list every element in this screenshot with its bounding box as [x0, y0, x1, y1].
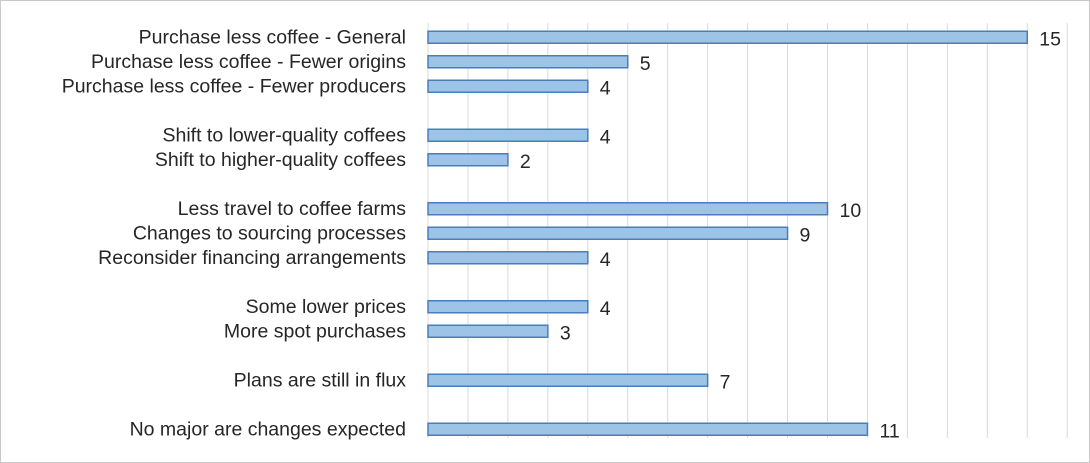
data-label: 5	[640, 53, 651, 75]
category-label: Changes to sourcing processes	[133, 222, 406, 244]
data-label: 7	[720, 371, 731, 393]
value-labels: 15 5 4 4 2 10 9 4 4 3 7 11	[520, 28, 1061, 442]
data-label: 15	[1039, 28, 1061, 50]
category-label: Purchase less coffee - Fewer producers	[62, 75, 407, 97]
category-label: Shift to higher-quality coffees	[155, 149, 406, 171]
data-label: 11	[879, 420, 899, 442]
bar	[427, 226, 789, 240]
category-label: Plans are still in flux	[234, 369, 407, 391]
data-label: 4	[600, 298, 611, 320]
bar	[427, 251, 589, 265]
bar	[427, 153, 509, 167]
bar	[427, 202, 829, 216]
category-label: Less travel to coffee farms	[178, 198, 407, 220]
data-label: 10	[840, 200, 862, 222]
bar	[427, 422, 869, 436]
bar	[427, 55, 629, 69]
data-label: 2	[520, 151, 531, 173]
data-label: 4	[600, 77, 611, 99]
category-label: Reconsider financing arrangements	[98, 247, 406, 269]
data-label: 4	[600, 126, 611, 148]
bar	[427, 324, 549, 338]
category-label: More spot purchases	[224, 320, 406, 342]
category-labels: Purchase less coffee - General Purchase l…	[62, 26, 407, 440]
bar	[427, 373, 709, 387]
category-label: Shift to lower-quality coffees	[162, 124, 406, 146]
bars	[427, 30, 1028, 436]
category-label: Some lower prices	[246, 296, 407, 318]
bar	[427, 79, 589, 93]
data-label: 4	[600, 249, 611, 271]
data-label: 9	[800, 224, 811, 246]
category-label: No major are changes expected	[130, 418, 406, 440]
category-label: Purchase less coffee - General	[139, 26, 406, 48]
bar	[427, 30, 1028, 44]
data-label: 3	[560, 322, 571, 344]
bar	[427, 128, 589, 142]
bar	[427, 300, 589, 314]
category-label: Purchase less coffee - Fewer origins	[91, 51, 406, 73]
